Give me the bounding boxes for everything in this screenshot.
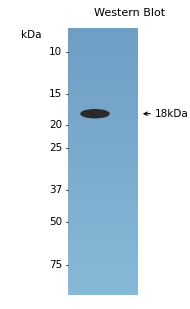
Text: 20: 20 [49,120,62,130]
Ellipse shape [81,110,109,118]
Text: Western Blot: Western Blot [94,8,165,18]
Text: kDa: kDa [21,30,42,40]
Text: 50: 50 [49,217,62,227]
Text: 10: 10 [49,47,62,57]
Text: 75: 75 [49,260,62,269]
Text: 15: 15 [49,89,62,99]
Text: 25: 25 [49,143,62,154]
Text: 37: 37 [49,185,62,195]
Text: 18kDa: 18kDa [155,109,189,119]
